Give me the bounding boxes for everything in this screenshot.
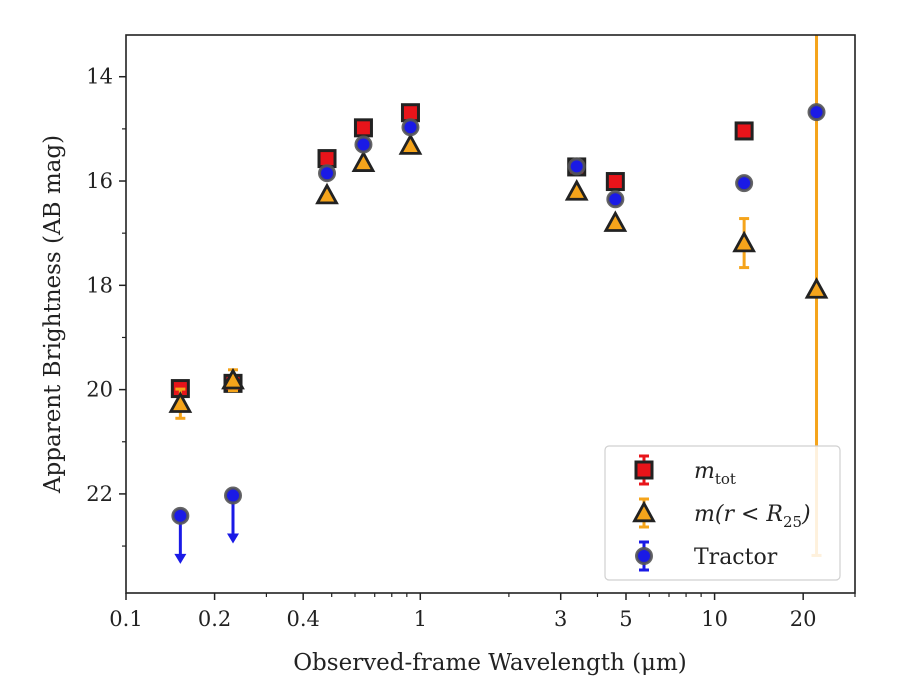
x-axis-label: Observed-frame Wavelength (μm) bbox=[293, 650, 687, 676]
data-point-tractor bbox=[224, 486, 243, 505]
legend-marker-m-tot bbox=[634, 460, 654, 480]
legend-label-tractor: Tractor bbox=[694, 545, 778, 570]
y-tick-label: 22 bbox=[86, 482, 113, 506]
legend-entry-m-r25: m(r < R25) bbox=[632, 497, 811, 531]
data-point-m-tot bbox=[734, 121, 754, 141]
data-point-m-tot bbox=[353, 118, 373, 138]
x-tick-label: 5 bbox=[619, 607, 632, 631]
data-point-m-r25 bbox=[732, 230, 756, 253]
data-point-tractor bbox=[735, 174, 754, 193]
data-point-tractor bbox=[567, 157, 586, 176]
legend-label-m-r25: m(r < R25) bbox=[694, 502, 811, 531]
data-point-tractor bbox=[354, 135, 373, 154]
plot-area bbox=[168, 35, 829, 564]
data-point-m-tot bbox=[605, 172, 625, 192]
y-tick-label: 16 bbox=[86, 169, 113, 193]
x-tick-label: 0.4 bbox=[286, 607, 319, 631]
data-point-tractor bbox=[318, 164, 337, 183]
series-m-tot bbox=[170, 103, 754, 399]
legend-entry-tractor: Tractor bbox=[635, 540, 778, 572]
legend-label-m-tot: mtot bbox=[694, 459, 736, 488]
x-tick-label: 3 bbox=[554, 607, 567, 631]
series-m-r25 bbox=[168, 35, 829, 557]
legend-marker-m-r25 bbox=[632, 500, 656, 523]
data-point-tractor bbox=[401, 118, 420, 137]
legend-label-main: m(r < R bbox=[694, 502, 783, 527]
legend-label-subscript: tot bbox=[715, 470, 736, 488]
legend-entry-m-tot: mtot bbox=[634, 454, 736, 488]
x-tick-label: 10 bbox=[701, 607, 728, 631]
data-point-m-r25 bbox=[564, 179, 589, 201]
data-point-m-r25 bbox=[804, 277, 829, 299]
series-tractor bbox=[171, 103, 826, 564]
legend-box bbox=[604, 445, 841, 581]
data-point-m-r25 bbox=[398, 133, 423, 155]
plot-frame bbox=[125, 34, 856, 594]
data-point-m-r25 bbox=[168, 391, 193, 413]
upper-limit-arrow-head bbox=[174, 553, 187, 564]
x-tick-label: 1 bbox=[414, 607, 427, 631]
upper-limit-arrow-head bbox=[227, 533, 240, 544]
x-tick-label: 20 bbox=[790, 607, 817, 631]
legend-label-close: ) bbox=[801, 502, 811, 527]
y-tick-label: 18 bbox=[86, 273, 113, 297]
legend: mtot m(r < R25) Tractor bbox=[604, 445, 841, 581]
axes: 0.1 0.2 0.4 1 3 5 10 20 14 16 18 20 22 bbox=[86, 65, 856, 631]
y-axis-label: Apparent Brightness (AB mag) bbox=[40, 135, 66, 494]
data-point-m-tot bbox=[317, 149, 337, 169]
data-point-m-r25 bbox=[603, 210, 628, 232]
data-point-tractor bbox=[171, 506, 190, 525]
data-point-m-r25 bbox=[351, 150, 376, 172]
x-tick-label: 0.1 bbox=[109, 607, 142, 631]
data-point-m-r25 bbox=[221, 367, 245, 390]
data-point-m-r25 bbox=[315, 182, 339, 205]
x-tick-label: 0.2 bbox=[198, 607, 231, 631]
y-tick-label: 14 bbox=[86, 65, 113, 89]
data-point-tractor bbox=[807, 103, 826, 122]
legend-label-subscript: 25 bbox=[783, 513, 802, 531]
legend-label-main: m bbox=[694, 459, 715, 484]
legend-marker-tractor bbox=[635, 547, 653, 565]
data-point-tractor bbox=[606, 190, 625, 209]
data-point-m-tot bbox=[400, 103, 420, 123]
y-tick-label: 20 bbox=[86, 378, 113, 402]
